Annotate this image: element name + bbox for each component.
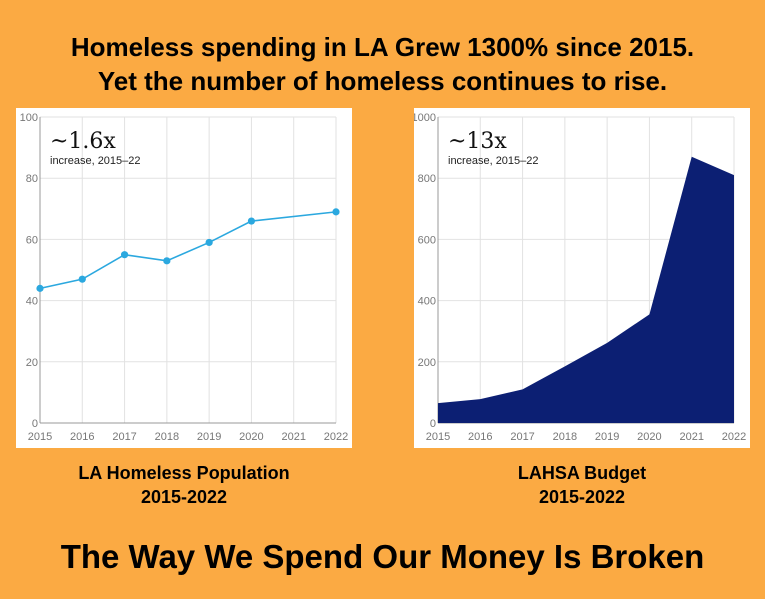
homeless-population-chart-panel: 0 20 40 60 80 100 2015 2016 2017 2018 2019 2020 2021…	[16, 108, 352, 448]
x-tick-label: 2018	[155, 431, 179, 443]
population-point	[120, 251, 129, 259]
y-tick-label: 400	[418, 296, 436, 308]
budget-area	[438, 156, 734, 423]
population-point	[205, 238, 213, 247]
x-tick-label: 2022	[324, 431, 348, 443]
homeless-population-chart: 0 20 40 60 80 100 2015 2016 2017 2018 2019 2020 2021…	[20, 112, 349, 443]
x-tick-label: 2016	[468, 431, 492, 443]
y-tick-label: 0	[32, 418, 38, 430]
caption-title: LAHSA Budget	[517, 463, 647, 483]
y-tick-label: 1000	[414, 112, 436, 124]
x-tick-label: 2021	[281, 431, 305, 443]
population-point	[332, 208, 340, 216]
y-tick-label: 0	[430, 418, 436, 430]
caption-title: LA Homeless Population	[78, 463, 290, 483]
y-tick-label: 100	[20, 112, 38, 124]
caption-years: 2015-2022	[140, 487, 228, 507]
population-point	[247, 217, 256, 225]
population-point	[163, 257, 171, 265]
y-tick-label: 200	[418, 357, 436, 369]
x-tick-label: 2015	[426, 431, 450, 443]
headline-line-2: Yet the number of homeless continues to …	[97, 66, 668, 96]
multiplier-annotation: ~1.6x	[50, 129, 116, 154]
x-tick-label: 2021	[679, 431, 703, 443]
x-tick-label: 2019	[595, 431, 619, 443]
x-tick-label: 2017	[112, 431, 136, 443]
population-point	[78, 275, 86, 283]
lahsa-budget-chart-panel: 0 200 400 600 800 1000 2015 2016 2017 2018 2019 202…	[414, 108, 750, 448]
y-tick-label: 80	[26, 173, 38, 185]
x-tick-label: 2018	[553, 431, 577, 443]
x-tick-label: 2017	[510, 431, 534, 443]
y-tick-label: 60	[26, 234, 38, 246]
multiplier-annotation: ~13x	[448, 129, 507, 154]
lahsa-budget-caption: LAHSA Budget 2015-2022	[414, 461, 750, 509]
multiplier-subtitle: increase, 2015–22	[50, 155, 141, 167]
lahsa-budget-chart: 0 200 400 600 800 1000 2015 2016 2017 2018 2019 202…	[414, 112, 746, 443]
multiplier-subtitle: increase, 2015–22	[448, 155, 539, 167]
population-point	[36, 284, 44, 292]
y-tick-label: 20	[26, 357, 38, 369]
y-tick-label: 40	[26, 296, 38, 308]
x-tick-label: 2015	[28, 431, 52, 443]
x-tick-label: 2022	[722, 431, 746, 443]
y-tick-label: 800	[418, 173, 436, 185]
y-tick-label: 600	[418, 234, 436, 246]
homeless-population-caption: LA Homeless Population 2015-2022	[16, 461, 352, 509]
x-tick-label: 2019	[197, 431, 221, 443]
caption-years: 2015-2022	[538, 487, 626, 507]
footer-slogan: The Way We Spend Our Money Is Broken	[60, 538, 705, 575]
headline-line-1: Homeless spending in LA Grew 1300% since…	[70, 32, 695, 62]
x-tick-label: 2020	[239, 431, 263, 443]
x-tick-label: 2020	[637, 431, 661, 443]
x-tick-label: 2016	[70, 431, 94, 443]
